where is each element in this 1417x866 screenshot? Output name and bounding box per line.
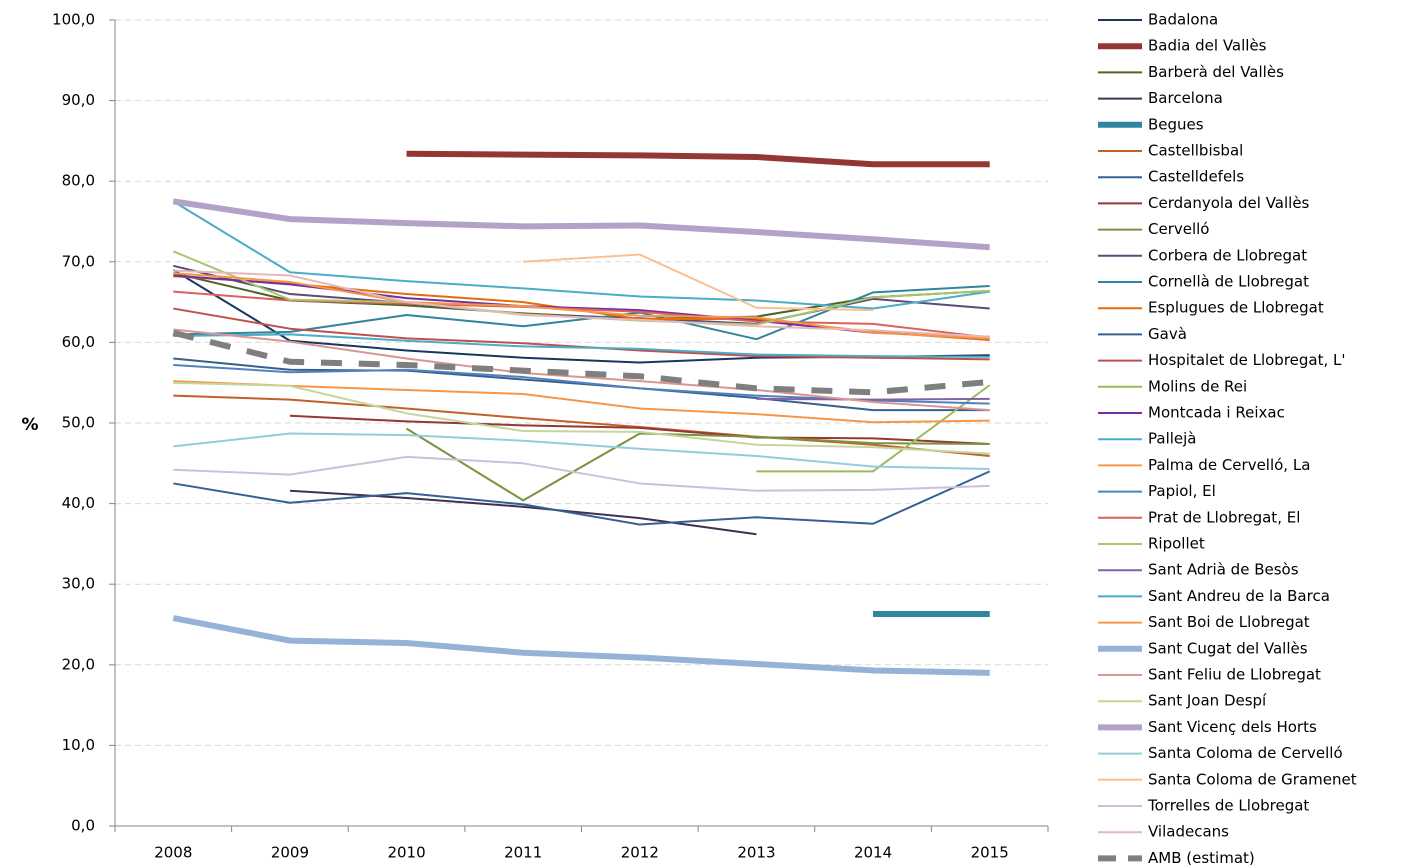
legend-label: Esplugues de Llobregat [1148, 299, 1324, 317]
series-line [756, 397, 990, 401]
legend-label: AMB (estimat) [1148, 849, 1255, 866]
legend-label: Barcelona [1148, 89, 1223, 107]
series-line [523, 253, 874, 312]
x-tick-label: 2010 [387, 844, 425, 862]
legend-label: Begues [1148, 115, 1204, 133]
series-line [406, 150, 990, 168]
legend-label: Ripollet [1148, 535, 1205, 553]
legend-label: Montcada i Reixac [1148, 404, 1285, 422]
series-line [173, 380, 990, 424]
legend-label: Cerdanyola del Vallès [1148, 194, 1310, 212]
x-tick-label: 2014 [854, 844, 892, 862]
legend-label: Gavà [1148, 325, 1187, 343]
x-tick-label: 2011 [504, 844, 542, 862]
series-line [173, 264, 990, 325]
legend-label: Sant Adrià de Besòs [1148, 561, 1299, 579]
y-axis-label: % [21, 415, 38, 435]
legend-label: Badalona [1148, 11, 1218, 29]
x-tick-label: 2013 [737, 844, 775, 862]
y-tick-label: 70,0 [62, 252, 95, 270]
legend-label: Sant Andreu de la Barca [1148, 587, 1330, 605]
series-line [172, 198, 990, 251]
legend-label: Viladecans [1148, 823, 1229, 841]
x-tick-label: 2008 [154, 844, 192, 862]
x-tick-label: 2012 [621, 844, 659, 862]
series-line [173, 269, 990, 338]
series-line [172, 615, 990, 676]
legend-label: Santa Coloma de Cervelló [1148, 744, 1343, 762]
series-line [173, 455, 990, 492]
y-tick-label: 40,0 [62, 494, 95, 512]
legend-label: Sant Cugat del Vallès [1148, 639, 1308, 657]
series-line [173, 394, 990, 458]
series-line [172, 200, 990, 310]
x-tick-label: 2015 [971, 844, 1009, 862]
legend-label: Santa Coloma de Gramenet [1148, 770, 1357, 788]
legend-label: Papiol, El [1148, 482, 1216, 500]
series-line [173, 272, 990, 321]
legend-label: Sant Vicenç dels Horts [1148, 718, 1317, 736]
legend-label: Molins de Rei [1148, 377, 1247, 395]
y-tick-label: 20,0 [62, 655, 95, 673]
legend-label: Sant Joan Despí [1148, 692, 1267, 710]
y-tick-label: 10,0 [62, 736, 95, 754]
y-tick-label: 90,0 [62, 91, 95, 109]
x-tick-label: 2009 [271, 844, 309, 862]
series-line [173, 328, 990, 412]
series-line [406, 427, 990, 502]
legend-label: Badia del Vallès [1148, 37, 1267, 55]
legend-label: Palma de Cervelló, La [1148, 456, 1310, 474]
legend-label: Prat de Llobregat, El [1148, 508, 1300, 526]
series-line [173, 284, 990, 341]
y-tick-label: 50,0 [62, 414, 95, 432]
series-line [173, 357, 990, 412]
y-tick-label: 30,0 [62, 575, 95, 593]
legend-label: Cornellà de Llobregat [1148, 273, 1309, 291]
series-line [173, 470, 991, 526]
legend-label: Corbera de Llobregat [1148, 246, 1307, 264]
y-tick-label: 100,0 [52, 11, 95, 29]
legend-label: Torrelles de Llobregat [1147, 797, 1309, 815]
series-line [289, 414, 990, 445]
legend-label: Sant Feliu de Llobregat [1148, 666, 1321, 684]
series-line [172, 250, 990, 326]
legend-label: Pallejà [1148, 430, 1197, 448]
legend-label: Sant Boi de Llobregat [1148, 613, 1310, 631]
series-line [173, 432, 990, 470]
legend-label: Cervelló [1148, 220, 1210, 238]
series-line [756, 384, 991, 473]
legend-label: Castellbisbal [1148, 142, 1243, 160]
legend-label: Barberà del Vallès [1148, 63, 1284, 81]
y-tick-label: 60,0 [62, 333, 95, 351]
series-line [173, 381, 990, 455]
legend-label: Castelldefels [1148, 168, 1244, 186]
series-line [172, 329, 990, 396]
series-line [173, 333, 990, 358]
series-line [173, 274, 990, 338]
y-tick-label: 80,0 [62, 172, 95, 190]
y-tick-label: 0,0 [71, 817, 95, 835]
legend-label: Hospitalet de Llobregat, L' [1148, 351, 1346, 369]
